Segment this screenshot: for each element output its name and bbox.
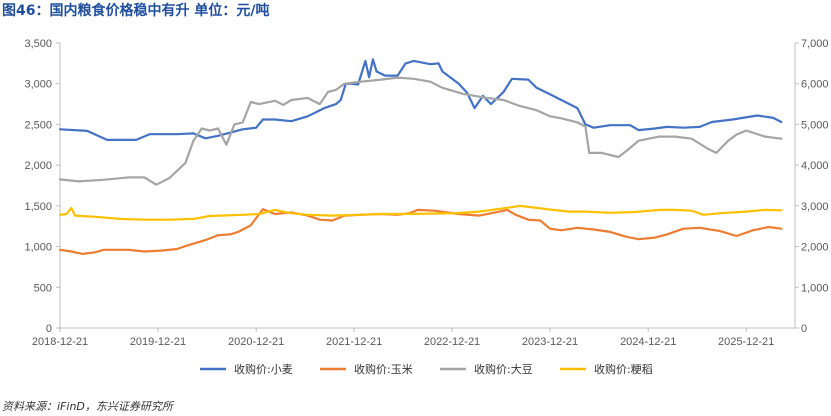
y-left-tick-label: 3,500: [24, 38, 52, 50]
y-right-tick-label: 2,000: [801, 242, 829, 254]
legend-label: 收购价:玉米: [354, 362, 413, 376]
series-line-1: [58, 58, 783, 141]
y-left-tick-label: 1,500: [24, 201, 52, 213]
series-line-4: [58, 204, 783, 221]
y-left-tick-label: 0: [46, 323, 52, 335]
x-tick-label: 2025-12-21: [718, 336, 774, 348]
y-left-tick-label: 3,000: [24, 79, 52, 91]
y-right-tick-label: 6,000: [801, 79, 829, 91]
line-chart: 0 500 1,000 1,500 2,000 2,500 3,000 3,500 0 1,000…: [24, 38, 828, 376]
y-left-tick-label: 500: [34, 282, 52, 294]
x-tick-label: 2024-12-21: [620, 336, 676, 348]
x-tick-label: 2023-12-21: [522, 336, 578, 348]
chart-legend: 收购价:小麦 收购价:玉米 收购价:大豆 收购价:粳稻: [200, 362, 653, 376]
source-note: 资料来源：iFinD，东兴证券研究所: [2, 400, 173, 413]
x-tick-label: 2022-12-21: [424, 336, 480, 348]
legend-label: 收购价:小麦: [234, 362, 293, 376]
y-right-tick-label: 5,000: [801, 119, 829, 131]
y-left-tick-label: 1,000: [24, 242, 52, 254]
legend-label: 收购价:粳稻: [594, 362, 653, 376]
y-right-tick-label: 3,000: [801, 201, 829, 213]
chart-series-lines: [58, 58, 783, 255]
y-left-tick-label: 2,000: [24, 160, 52, 172]
x-tick-label: 2018-12-21: [32, 336, 88, 348]
x-tick-label: 2019-12-21: [130, 336, 186, 348]
chart-axes: 0 500 1,000 1,500 2,000 2,500 3,000 3,500 0 1,000…: [24, 38, 828, 348]
x-tick-label: 2020-12-21: [228, 336, 284, 348]
y-left-tick-label: 2,500: [24, 119, 52, 131]
y-right-tick-label: 1,000: [801, 282, 829, 294]
x-tick-label: 2021-12-21: [326, 336, 382, 348]
series-line-3: [58, 76, 783, 186]
chart-title: 图46：国内粮食价格稳中有升 单位：元/吨: [2, 3, 270, 19]
legend-label: 收购价:大豆: [474, 362, 533, 376]
y-right-tick-label: 7,000: [801, 38, 829, 50]
y-right-tick-label: 0: [801, 323, 807, 335]
series-line-2: [58, 208, 783, 255]
y-right-tick-label: 4,000: [801, 160, 829, 172]
